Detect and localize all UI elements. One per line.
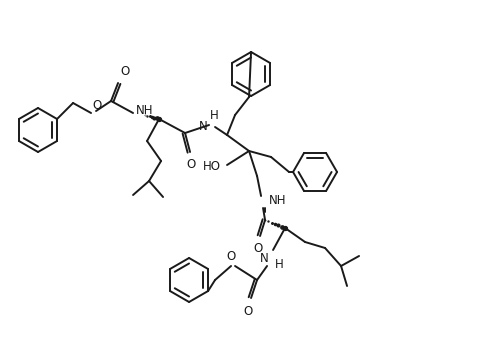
Text: O: O [187,158,196,171]
Text: O: O [120,65,129,78]
Text: O: O [227,250,236,263]
Text: O: O [244,305,253,318]
Text: NH: NH [136,105,154,118]
Text: H: H [275,258,284,271]
Text: H: H [210,109,219,122]
Text: O: O [253,242,263,255]
Text: NH: NH [269,195,287,208]
Text: HO: HO [203,160,221,173]
Text: N: N [199,119,208,132]
Text: N: N [260,251,269,264]
Text: O: O [92,99,101,112]
